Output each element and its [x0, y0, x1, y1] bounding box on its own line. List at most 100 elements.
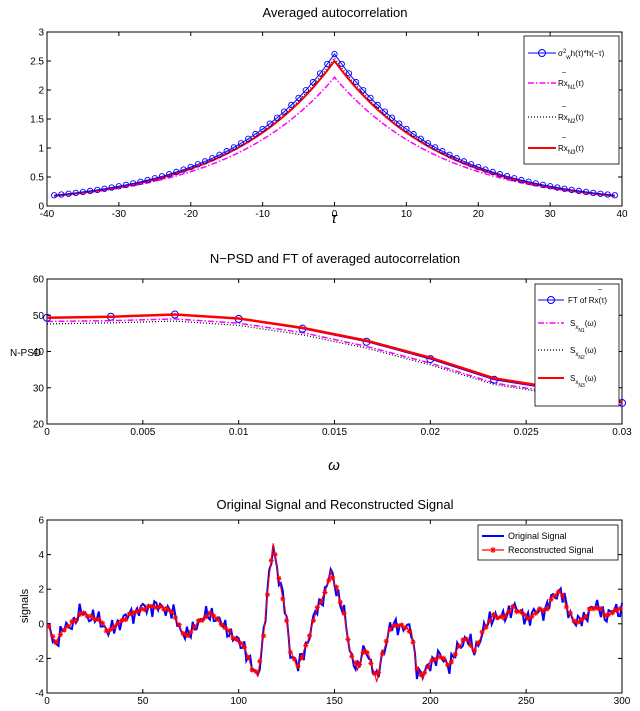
star-marker [444, 662, 451, 668]
star-marker [299, 654, 305, 661]
star-marker [337, 599, 343, 605]
data-point [597, 190, 604, 197]
legend-bar: – [598, 286, 602, 293]
star-marker [287, 649, 294, 655]
star-marker [218, 622, 225, 628]
star-marker [291, 656, 297, 662]
legend-label: σ2wh(τ)*h(−τ) [558, 49, 605, 61]
star-marker [134, 609, 140, 615]
star-marker [207, 610, 213, 616]
star-marker [391, 623, 397, 629]
data-point [201, 158, 209, 165]
star-marker [402, 624, 409, 631]
star-marker [61, 627, 67, 633]
data-point [79, 188, 87, 196]
star-marker [283, 618, 290, 624]
p1-ytick-label: 2.5 [30, 57, 44, 68]
data-point [561, 185, 568, 192]
star-marker [490, 547, 496, 553]
star-marker [199, 617, 205, 623]
data-point [338, 60, 345, 68]
star-marker [594, 605, 600, 611]
p3-ytick-label: 4 [38, 550, 44, 561]
series-line-4 [54, 59, 615, 197]
star-marker [544, 606, 550, 612]
star-marker [103, 628, 110, 634]
star-marker [437, 654, 443, 660]
star-marker [214, 616, 221, 622]
data-point [223, 148, 230, 155]
star-marker [318, 598, 324, 604]
data-point [381, 108, 388, 115]
p2-xtick-label: 0.03 [612, 427, 632, 438]
star-marker [165, 606, 171, 612]
data-point [158, 173, 166, 180]
p1-ytick-label: 1.5 [30, 115, 44, 126]
data-point [173, 168, 180, 176]
star-marker [153, 604, 159, 611]
data-point [302, 87, 309, 94]
star-marker [425, 664, 432, 670]
data-point [273, 114, 281, 121]
legend-label: RxN2(τ) [558, 113, 584, 125]
p3-xtick-label: 200 [422, 696, 439, 707]
data-point [568, 186, 575, 194]
data-point [295, 94, 302, 101]
data-point [316, 70, 324, 77]
star-marker [203, 614, 209, 620]
star-marker [184, 632, 190, 638]
star-marker [398, 622, 405, 628]
p3-ytick-label: 6 [38, 516, 44, 527]
star-marker [372, 671, 378, 677]
star-marker [180, 631, 186, 637]
star-marker [122, 617, 129, 623]
star-marker [157, 603, 163, 610]
data-point [324, 60, 331, 68]
star-marker [53, 639, 60, 645]
p2-ytick-label: 50 [33, 311, 45, 322]
data-point [144, 176, 151, 184]
star-marker [84, 613, 90, 619]
data-point [611, 192, 618, 199]
data-point [86, 187, 94, 195]
legend-3: Original Signal Reconstructed Signal [477, 524, 619, 561]
p1-xtick-label: 10 [401, 209, 413, 220]
star-marker [280, 596, 286, 602]
legend-bar: – [562, 103, 566, 110]
data-point [252, 130, 259, 138]
star-marker [172, 615, 179, 621]
data-point [94, 186, 101, 194]
p2-xtick-label: 0.01 [229, 427, 249, 438]
p1-ytick-label: 1 [38, 144, 44, 155]
star-marker [602, 612, 608, 618]
star-marker [375, 669, 382, 675]
star-marker [222, 625, 228, 631]
star-marker [65, 623, 71, 629]
data-point [496, 171, 503, 178]
star-marker [452, 651, 458, 657]
star-marker [414, 666, 420, 672]
p3-ytick-label: -2 [35, 654, 44, 665]
legend-label: SxN3(ω) [570, 374, 597, 389]
data-point [345, 70, 353, 77]
legend-label: Original Signal [508, 531, 567, 541]
star-marker [429, 657, 435, 663]
data-point [460, 158, 468, 165]
p2-xtick-label: 0.02 [421, 427, 441, 438]
p3-xtick-label: 50 [137, 696, 149, 707]
star-marker [418, 672, 424, 678]
star-marker [533, 610, 539, 616]
data-point [51, 192, 58, 199]
star-marker [176, 622, 182, 628]
star-marker [50, 633, 56, 639]
p2-ytick-label: 60 [33, 275, 45, 286]
star-marker [111, 624, 117, 630]
star-marker [490, 612, 497, 618]
star-marker [525, 615, 531, 622]
data-point [582, 188, 590, 196]
star-marker [345, 636, 351, 642]
p1-xtick-label: 40 [616, 209, 628, 220]
star-marker [456, 643, 462, 649]
star-marker [314, 604, 320, 611]
data-point [539, 181, 547, 189]
